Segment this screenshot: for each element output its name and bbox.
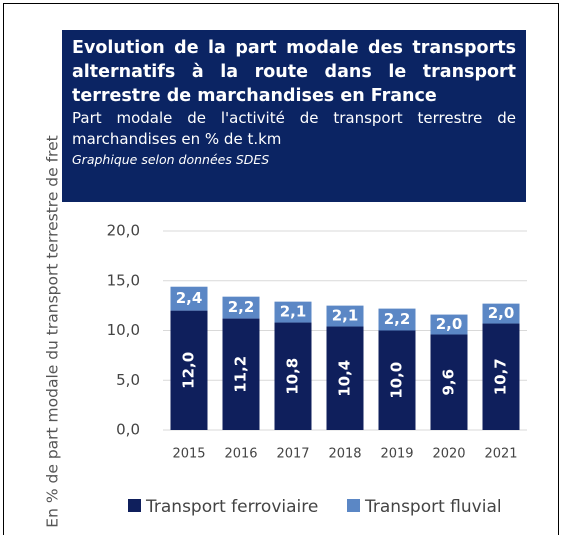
bar-segment [274, 301, 312, 323]
bar-segment [378, 330, 416, 430]
data-label: 10,8 [284, 358, 302, 395]
bar-segment [482, 303, 520, 324]
subtitle: Part modale de l'activité de transport t… [72, 109, 516, 148]
x-tick-label: 2019 [380, 447, 413, 462]
x-tick-label: 2020 [432, 447, 465, 462]
bar-segment [222, 296, 260, 319]
frame [3, 3, 559, 535]
bar-segment [326, 326, 364, 430]
title-box: Evolution de la part modale des transpor… [62, 30, 526, 202]
data-label: 2,4 [176, 289, 203, 307]
data-label: 10,0 [388, 362, 406, 399]
bar-segment [274, 322, 312, 430]
bar-segment [378, 308, 416, 331]
source: Graphique selon données SDES [72, 152, 270, 167]
y-tick-label: 20,0 [107, 222, 140, 240]
y-tick-label: 15,0 [107, 271, 140, 289]
data-label: 10,7 [492, 358, 510, 395]
y-tick-label: 5,0 [116, 371, 140, 389]
y-tick-label: 10,0 [107, 321, 140, 339]
bar-segment [430, 314, 468, 335]
data-label: 2,1 [332, 307, 359, 325]
chart-title: Evolution de la part modale des transpor… [72, 38, 516, 106]
data-label: 10,4 [336, 360, 354, 397]
data-label: 2,2 [228, 298, 255, 316]
bar-segment [326, 305, 364, 327]
data-label: 9,6 [440, 369, 458, 396]
data-label: 2,0 [436, 315, 463, 333]
bar-segment [222, 318, 260, 430]
bar-segment [482, 323, 520, 430]
data-label: 2,1 [280, 303, 307, 321]
bar-segment [170, 310, 208, 430]
data-label: 2,0 [488, 304, 515, 322]
x-tick-label: 2021 [484, 447, 517, 462]
bar-segment [430, 334, 468, 430]
legend-swatch [128, 499, 141, 512]
data-label: 2,2 [384, 310, 411, 328]
legend-label: Transport ferroviaire [145, 497, 318, 517]
y-tick-label: 0,0 [116, 421, 140, 439]
data-label: 11,2 [232, 356, 250, 393]
bar-segment [170, 286, 208, 311]
x-tick-label: 2017 [276, 447, 309, 462]
legend-label: Transport fluvial [364, 497, 502, 517]
x-tick-label: 2016 [224, 447, 257, 462]
data-label: 12,0 [180, 352, 198, 389]
x-tick-label: 2018 [328, 447, 361, 462]
y-axis-label: En % de part modale du transport terrest… [43, 135, 62, 528]
legend-swatch [347, 499, 360, 512]
x-tick-label: 2015 [172, 447, 205, 462]
